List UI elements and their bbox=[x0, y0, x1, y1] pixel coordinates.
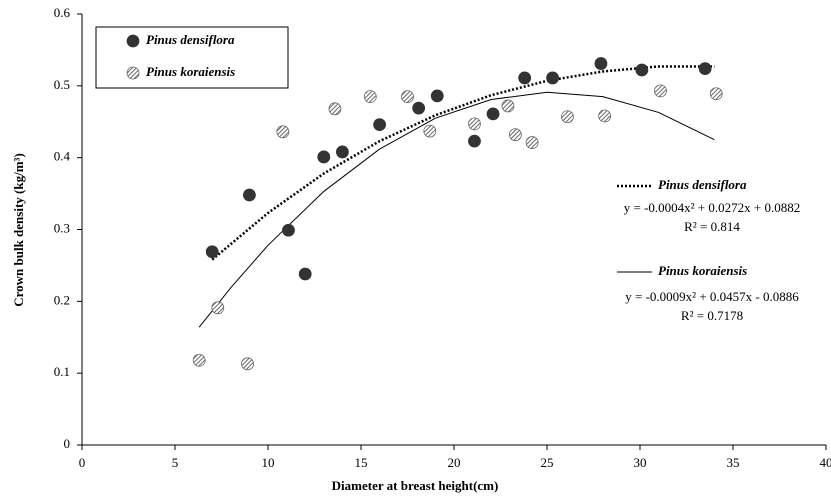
point bbox=[335, 145, 349, 159]
y-tick-label: 0.5 bbox=[54, 77, 70, 92]
point bbox=[412, 101, 426, 115]
point bbox=[363, 90, 377, 104]
fit-equation: y = -0.0009x² + 0.0457x - 0.0886 bbox=[625, 289, 799, 304]
x-tick-label: 0 bbox=[79, 455, 86, 470]
x-tick-label: 15 bbox=[355, 455, 368, 470]
point bbox=[518, 71, 532, 85]
fit-legend-label: Pinus densiflora bbox=[658, 177, 747, 192]
y-tick-label: 0.4 bbox=[54, 149, 71, 164]
x-tick-label: 25 bbox=[541, 455, 554, 470]
x-axis-title: Diameter at breast height(cm) bbox=[332, 478, 499, 493]
point bbox=[317, 150, 331, 164]
point bbox=[401, 90, 414, 104]
legend-marker bbox=[126, 34, 140, 48]
x-tick-label: 20 bbox=[448, 455, 461, 470]
fit-r2: R² = 0.7178 bbox=[681, 308, 743, 323]
point bbox=[698, 62, 712, 75]
point bbox=[298, 267, 312, 281]
point bbox=[598, 109, 612, 123]
point bbox=[525, 136, 539, 149]
point bbox=[546, 71, 559, 85]
point bbox=[654, 84, 667, 98]
x-tick-label: 35 bbox=[727, 455, 740, 470]
point bbox=[205, 245, 219, 259]
point bbox=[276, 125, 290, 139]
point bbox=[486, 107, 500, 121]
y-axis-title: Crown bulk density (kg/m³) bbox=[11, 153, 26, 307]
fit-r2: R² = 0.814 bbox=[684, 219, 740, 234]
x-tick-label: 40 bbox=[820, 455, 831, 470]
x-tick-label: 10 bbox=[262, 455, 275, 470]
point bbox=[241, 357, 254, 371]
point bbox=[430, 89, 444, 103]
point bbox=[468, 134, 481, 148]
point bbox=[508, 128, 522, 142]
fit-line bbox=[198, 91, 715, 328]
y-tick-label: 0.2 bbox=[54, 292, 70, 307]
point bbox=[328, 102, 342, 116]
point bbox=[501, 99, 515, 113]
point bbox=[468, 117, 481, 131]
point bbox=[242, 188, 256, 202]
fit-equation: y = -0.0004x² + 0.0272x + 0.0882 bbox=[624, 200, 800, 215]
point bbox=[282, 223, 295, 237]
y-tick-label: 0.1 bbox=[54, 364, 70, 379]
y-tick-label: 0.6 bbox=[54, 5, 71, 20]
fit-legend-label: Pinus koraiensis bbox=[658, 263, 747, 278]
y-tick-label: 0 bbox=[64, 436, 71, 451]
legend-marker bbox=[126, 66, 140, 80]
y-tick-label: 0.3 bbox=[54, 220, 70, 235]
point bbox=[373, 118, 387, 132]
x-tick-label: 30 bbox=[634, 455, 647, 470]
legend-label: Pinus densiflora bbox=[146, 32, 235, 47]
legend-label: Pinus koraiensis bbox=[146, 64, 235, 79]
point bbox=[561, 110, 574, 124]
point bbox=[709, 87, 723, 101]
point bbox=[192, 353, 206, 367]
fit-line bbox=[211, 65, 715, 261]
x-tick-label: 5 bbox=[172, 455, 179, 470]
point bbox=[423, 124, 437, 138]
point bbox=[594, 57, 608, 70]
point bbox=[635, 63, 649, 77]
point bbox=[211, 301, 225, 315]
